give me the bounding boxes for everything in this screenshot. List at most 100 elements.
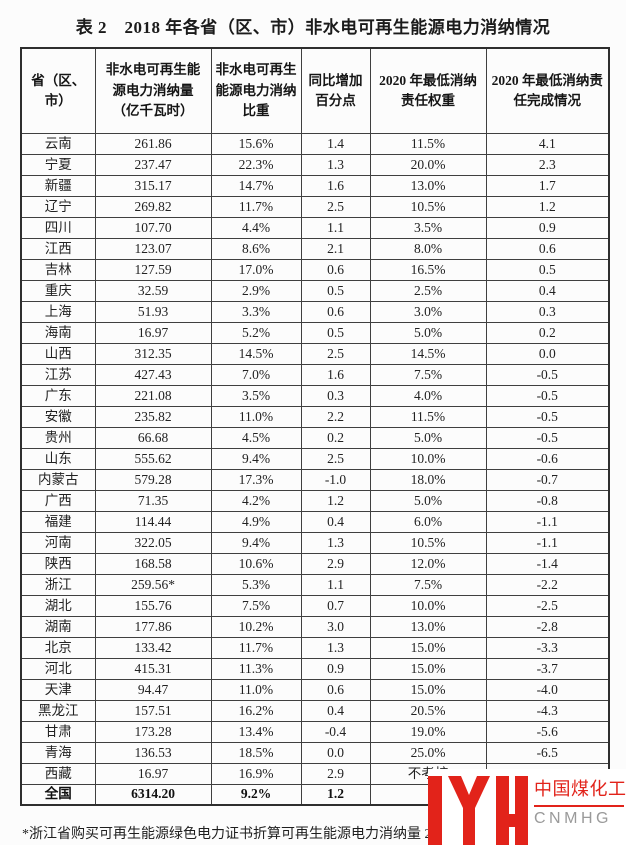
table-cell: 555.62 — [94, 447, 212, 470]
table-cell: 0.3 — [485, 300, 610, 323]
table-cell: 25.0% — [369, 741, 487, 764]
table-cell: -6.5 — [485, 741, 610, 764]
table-row: 吉林 127.59 17.0% 0.6 16.5% 0.5 — [20, 258, 610, 281]
table-cell: 0.9 — [485, 216, 610, 239]
table-cell: 6314.20 — [94, 783, 212, 806]
table-cell: 19.0% — [369, 720, 487, 743]
table-cell: 13.0% — [369, 615, 487, 638]
table-cell: 261.86 — [94, 132, 212, 155]
table-cell: -0.6 — [485, 447, 610, 470]
table-cell: 9.4% — [210, 531, 302, 554]
table-cell: 河南 — [20, 531, 96, 554]
table-cell: 3.5% — [210, 384, 302, 407]
table-cell: 内蒙古 — [20, 468, 96, 491]
table-row: 江苏 427.43 7.0% 1.6 7.5% -0.5 — [20, 363, 610, 386]
table-cell: 贵州 — [20, 426, 96, 449]
table-cell: 2.3 — [485, 153, 610, 176]
table-cell: 168.58 — [94, 552, 212, 575]
table-cell: 0.6 — [300, 300, 371, 323]
table-row: 浙江 259.56* 5.3% 1.1 7.5% -2.2 — [20, 573, 610, 596]
table-cell: 0.0 — [300, 741, 371, 764]
table-row: 新疆 315.17 14.7% 1.6 13.0% 1.7 — [20, 174, 610, 197]
table-row: 四川 107.70 4.4% 1.1 3.5% 0.9 — [20, 216, 610, 239]
table-cell: 11.7% — [210, 636, 302, 659]
table-cell: 15.6% — [210, 132, 302, 155]
table-row: 河北 415.31 11.3% 0.9 15.0% -3.7 — [20, 657, 610, 680]
table-cell: 16.9% — [210, 762, 302, 785]
table-cell: 山东 — [20, 447, 96, 470]
table-row: 贵州 66.68 4.5% 0.2 5.0% -0.5 — [20, 426, 610, 449]
table-cell: -4.3 — [485, 699, 610, 722]
table-cell: 北京 — [20, 636, 96, 659]
table-cell: 5.0% — [369, 489, 487, 512]
table-cell: 2.1 — [300, 237, 371, 260]
table-row: 安徽 235.82 11.0% 2.2 11.5% -0.5 — [20, 405, 610, 428]
watermark-text-block: 中国煤化工 CNMHG — [534, 775, 626, 828]
table-cell: 17.0% — [210, 258, 302, 281]
table-row: 重庆 32.59 2.9% 0.5 2.5% 0.4 — [20, 279, 610, 302]
table-cell: 10.2% — [210, 615, 302, 638]
table-cell: 7.5% — [210, 594, 302, 617]
table-cell: 127.59 — [94, 258, 212, 281]
table-cell: -1.0 — [300, 468, 371, 491]
table-cell: 66.68 — [94, 426, 212, 449]
table-header-province: 省（区、市） — [20, 47, 96, 134]
table-cell: 17.3% — [210, 468, 302, 491]
table-cell: 18.0% — [369, 468, 487, 491]
table-cell: 11.0% — [210, 678, 302, 701]
watermark-yh-logo-icon — [428, 776, 528, 845]
table-cell: 1.2 — [485, 195, 610, 218]
table-cell: 12.0% — [369, 552, 487, 575]
table-cell: 1.3 — [300, 153, 371, 176]
table-cell: 415.31 — [94, 657, 212, 680]
table-cell: 10.5% — [369, 195, 487, 218]
footnote: *浙江省购买可再生能源绿色电力证书折算可再生能源电力消纳量 2 — [22, 827, 432, 842]
table-row: 湖南 177.86 10.2% 3.0 13.0% -2.8 — [20, 615, 610, 638]
table-cell: 上海 — [20, 300, 96, 323]
table-cell: 2.5 — [300, 342, 371, 365]
table-cell: 甘肃 — [20, 720, 96, 743]
table-cell: 湖北 — [20, 594, 96, 617]
table-cell: 重庆 — [20, 279, 96, 302]
table-cell: 7.5% — [369, 363, 487, 386]
table-row: 江西 123.07 8.6% 2.1 8.0% 0.6 — [20, 237, 610, 260]
table-cell: 4.1 — [485, 132, 610, 155]
table-cell: 广西 — [20, 489, 96, 512]
table-cell: 177.86 — [94, 615, 212, 638]
table-cell: 0.5 — [485, 258, 610, 281]
table-cell: -0.5 — [485, 363, 610, 386]
table-cell: -2.5 — [485, 594, 610, 617]
table-cell: 陕西 — [20, 552, 96, 575]
table-cell: -0.5 — [485, 384, 610, 407]
table-cell: 9.4% — [210, 447, 302, 470]
table-header-row: 省（区、市） 非水电可再生能源电力消纳量（亿千瓦时） 非水电可再生能源电力消纳比… — [20, 47, 610, 134]
table-cell: -2.2 — [485, 573, 610, 596]
table-cell: 2.9% — [210, 279, 302, 302]
table-cell: 0.4 — [300, 699, 371, 722]
table-row: 湖北 155.76 7.5% 0.7 10.0% -2.5 — [20, 594, 610, 617]
table-cell: 0.6 — [300, 678, 371, 701]
table-cell: 20.0% — [369, 153, 487, 176]
table-cell: 3.3% — [210, 300, 302, 323]
table-cell: 4.9% — [210, 510, 302, 533]
table-cell: 13.0% — [369, 174, 487, 197]
table-cell: 15.0% — [369, 678, 487, 701]
table-cell: 福建 — [20, 510, 96, 533]
table-cell: 0.5 — [300, 279, 371, 302]
table-cell: 新疆 — [20, 174, 96, 197]
table-cell: 0.0 — [485, 342, 610, 365]
table-cell: -0.5 — [485, 426, 610, 449]
table-cell: 10.5% — [369, 531, 487, 554]
table-cell: 1.3 — [300, 636, 371, 659]
table-cell: 9.2% — [210, 783, 302, 806]
table-cell: 579.28 — [94, 468, 212, 491]
table-cell: 0.6 — [485, 237, 610, 260]
table-cell: 湖南 — [20, 615, 96, 638]
table-cell: 天津 — [20, 678, 96, 701]
table-cell: 13.4% — [210, 720, 302, 743]
table-cell: 江西 — [20, 237, 96, 260]
table-row: 天津 94.47 11.0% 0.6 15.0% -4.0 — [20, 678, 610, 701]
page-title: 表 2 2018 年各省（区、市）非水电可再生能源电力消纳情况 — [75, 18, 551, 37]
table-header-2020-completion: 2020 年最低消纳责任完成情况 — [485, 47, 610, 134]
watermark: 中国煤化工 CNMHG — [428, 769, 626, 845]
